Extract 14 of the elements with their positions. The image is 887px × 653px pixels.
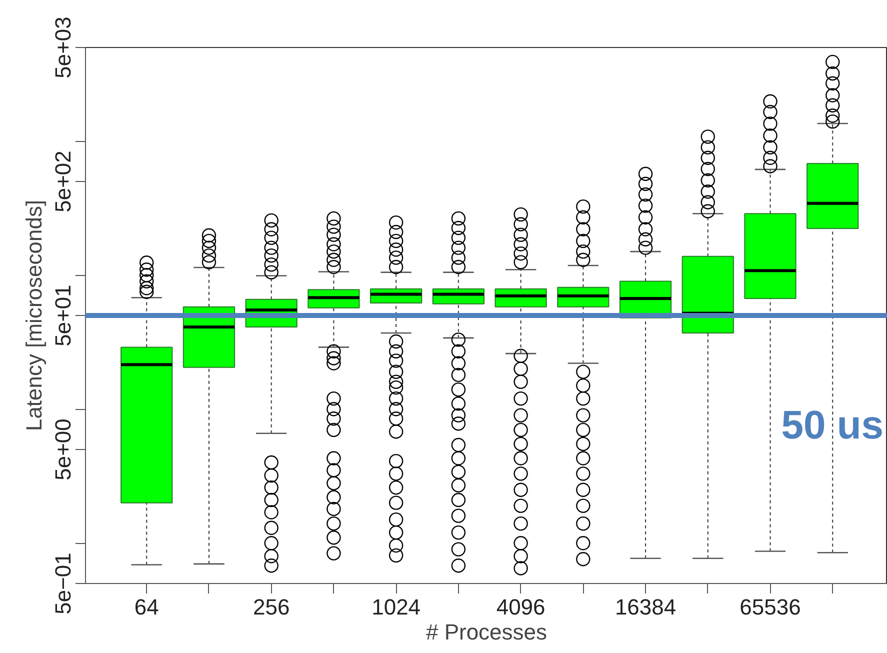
ref-line-label: 50 us bbox=[781, 404, 884, 448]
x-tick-label: 16384 bbox=[614, 594, 676, 620]
y-tick-label: 5e+02 bbox=[50, 150, 76, 212]
y-tick-label: 5e+03 bbox=[50, 16, 76, 78]
x-tick-label: 256 bbox=[252, 594, 290, 620]
x-tick-label: 1024 bbox=[372, 594, 421, 620]
x-tick-label: 64 bbox=[134, 594, 159, 620]
y-axis-title: Latency [microseconds] bbox=[22, 200, 46, 432]
y-tick-label: 5e+00 bbox=[50, 418, 76, 480]
y-tick-label: 5e+01 bbox=[50, 284, 76, 346]
y-tick-label: 5e−01 bbox=[50, 552, 76, 614]
x-axis-title: # Processes bbox=[426, 620, 548, 644]
x-tick-label: 65536 bbox=[740, 594, 801, 620]
x-tick-label: 4096 bbox=[496, 594, 546, 620]
